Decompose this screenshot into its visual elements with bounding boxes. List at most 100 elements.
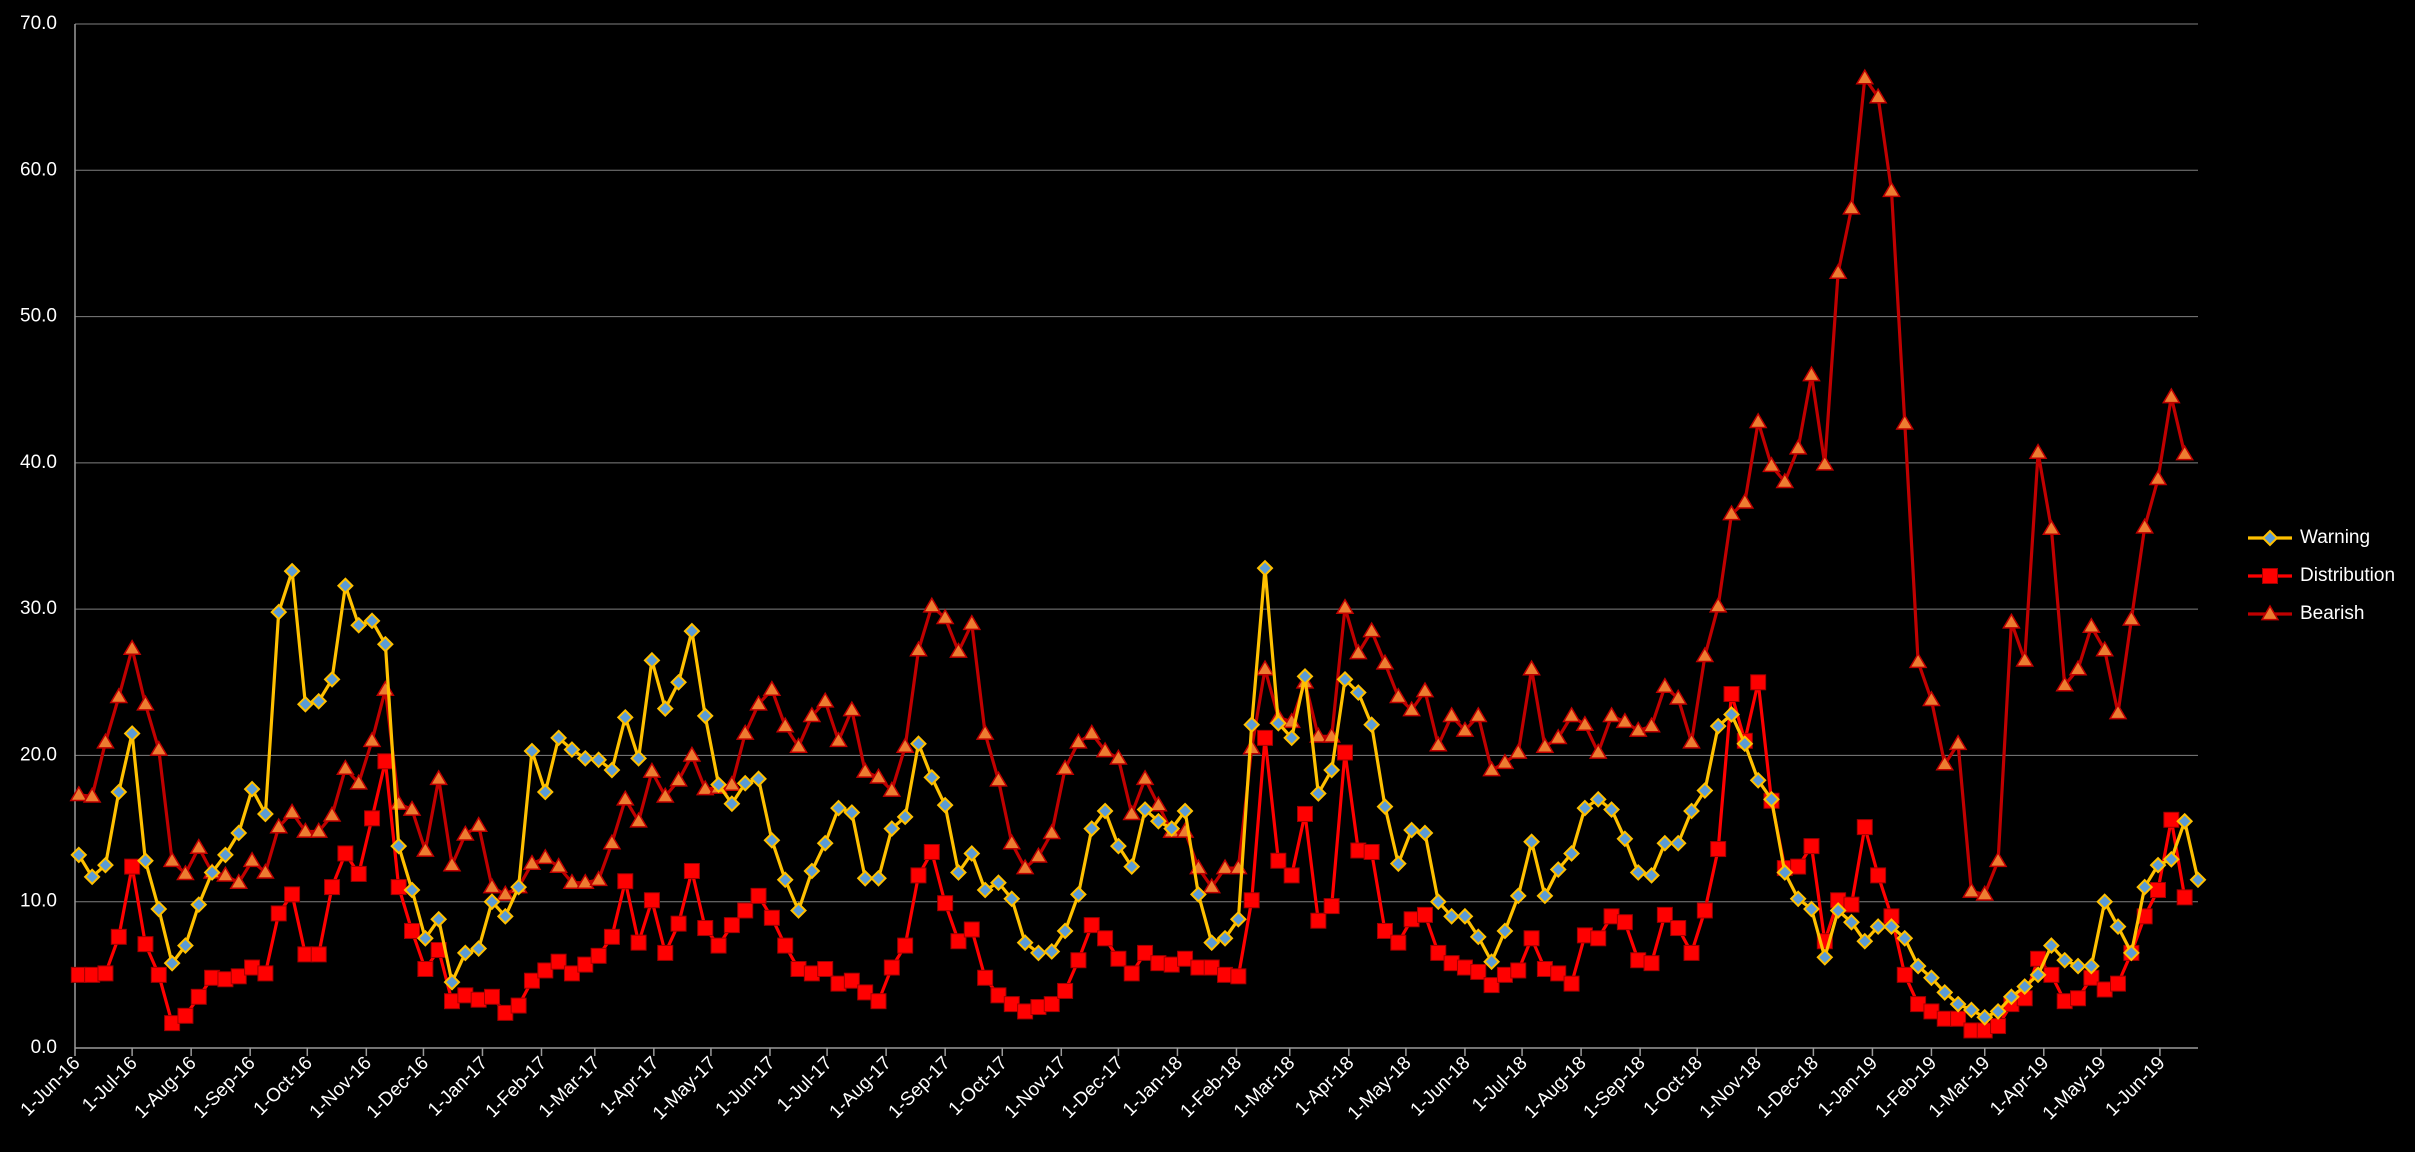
data-point-warning	[270, 603, 288, 621]
data-point-warning	[1176, 802, 1194, 820]
data-point-warning	[1016, 934, 1034, 952]
data-point-distribution	[590, 947, 607, 964]
data-point-distribution	[897, 937, 914, 954]
data-point-distribution	[1870, 867, 1887, 884]
data-point-warning	[576, 749, 594, 767]
data-point-warning	[1883, 918, 1900, 935]
data-point-bearish	[869, 767, 888, 784]
data-point-warning	[1149, 812, 1167, 830]
data-point-bearish	[1362, 621, 1381, 638]
data-point-bearish	[1428, 735, 1448, 752]
data-point-distribution	[1963, 1022, 1980, 1039]
series-distribution	[70, 674, 2193, 1039]
data-point-warning	[1043, 943, 1061, 960]
data-point-distribution	[883, 959, 900, 976]
data-point-warning	[2149, 856, 2167, 874]
data-point-warning	[2002, 988, 2020, 1006]
data-point-distribution	[1177, 950, 1194, 967]
data-point-bearish	[1508, 743, 1528, 759]
data-point-distribution	[284, 886, 301, 903]
data-point-warning	[1216, 929, 1234, 947]
data-point-warning	[1856, 932, 1874, 950]
data-point-bearish	[615, 789, 635, 806]
data-point-distribution	[1163, 956, 1180, 973]
data-point-warning	[2082, 957, 2100, 975]
data-point-warning	[1030, 944, 1047, 962]
data-point-distribution	[1896, 966, 1913, 983]
legend-label-distribution: Distribution	[2300, 565, 2395, 586]
data-point-bearish	[749, 694, 768, 711]
data-point-distribution	[1603, 908, 1620, 925]
data-point-warning	[123, 725, 141, 742]
data-point-bearish	[895, 737, 915, 754]
data-point-warning	[2042, 937, 2060, 955]
data-point-distribution	[1536, 961, 1553, 978]
data-point-warning	[70, 846, 88, 864]
data-point-warning	[776, 871, 794, 889]
data-point-warning	[683, 622, 701, 640]
data-point-warning	[710, 776, 727, 794]
series-warning	[70, 559, 2207, 1026]
data-point-bearish	[376, 680, 395, 696]
data-point-distribution	[2096, 981, 2113, 998]
data-point-distribution	[1043, 996, 1060, 1013]
data-point-distribution	[603, 928, 620, 945]
x-tick-label: 1-Aug-18	[1521, 1053, 1591, 1123]
data-point-bearish	[456, 824, 475, 841]
y-axis: 0.0 10.0 20.0 30.0 40.0 50.0 60.0 70.0	[20, 13, 76, 1058]
data-point-warning	[1629, 864, 1647, 881]
data-point-distribution	[1003, 996, 1020, 1013]
data-point-distribution	[483, 988, 500, 1005]
data-point-distribution	[763, 909, 780, 926]
data-point-warning	[1936, 983, 1954, 1001]
data-point-bearish	[1855, 68, 1875, 85]
data-point-warning	[190, 896, 208, 914]
data-point-bearish	[1069, 732, 1088, 749]
gridlines	[75, 23, 2198, 903]
data-point-bearish	[1495, 753, 1515, 770]
data-point-bearish	[309, 822, 329, 838]
x-tick-label: 1-Aug-16	[131, 1053, 201, 1123]
x-tick-label: 1-May-19	[2039, 1053, 2111, 1125]
data-point-bearish	[1215, 858, 1235, 875]
data-point-distribution	[1203, 959, 1220, 976]
data-point-distribution	[1057, 982, 1074, 999]
data-point-warning	[1576, 799, 1594, 817]
legend-item-bearish: Bearish	[2248, 603, 2364, 624]
data-point-warning	[363, 612, 381, 630]
data-point-bearish	[842, 700, 862, 717]
data-point-bearish	[1642, 716, 1661, 733]
data-point-bearish	[2095, 640, 2115, 657]
data-point-distribution	[657, 944, 674, 961]
data-point-bearish	[802, 706, 822, 723]
data-point-distribution	[124, 858, 141, 875]
data-point-warning	[1376, 798, 1394, 816]
data-point-distribution	[1576, 927, 1593, 944]
data-point-warning	[350, 616, 368, 634]
series-line-warning	[77, 566, 2200, 1019]
data-point-warning	[1363, 716, 1381, 734]
data-point-warning	[2029, 966, 2047, 984]
data-point-warning	[1163, 820, 1181, 837]
data-point-bearish	[189, 838, 209, 854]
data-point-distribution	[750, 887, 767, 904]
data-point-warning	[1349, 684, 1367, 701]
data-point-bearish	[1922, 690, 1941, 707]
data-point-distribution	[110, 928, 127, 945]
data-point-distribution	[1456, 959, 1473, 976]
data-point-distribution	[923, 843, 940, 860]
data-point-bearish	[389, 794, 408, 811]
data-point-warning	[1723, 706, 1740, 723]
data-point-bearish	[336, 759, 355, 775]
data-point-warning	[1443, 907, 1461, 925]
data-point-bearish	[1002, 833, 1022, 850]
data-point-distribution	[1070, 952, 1087, 969]
data-point-bearish	[589, 870, 608, 887]
data-point-bearish	[1828, 263, 1848, 280]
data-point-distribution	[1616, 914, 1633, 931]
data-point-bearish	[482, 877, 502, 894]
data-point-bearish	[829, 731, 848, 748]
data-point-distribution	[1950, 1010, 1967, 1027]
data-point-distribution	[1030, 999, 1047, 1016]
